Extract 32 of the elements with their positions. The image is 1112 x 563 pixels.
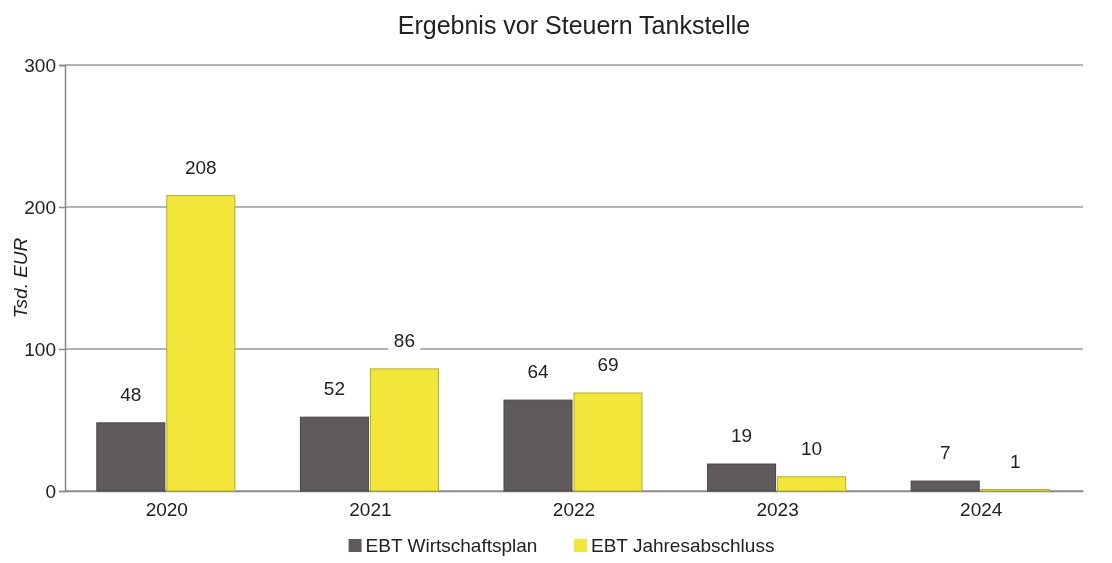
x-tick-label: 2021 [349, 499, 392, 521]
data-label: 86 [393, 329, 415, 351]
data-label: 7 [939, 442, 951, 464]
y-tick-label: 0 [45, 480, 56, 502]
y-tick-label: 100 [24, 338, 56, 360]
y-tick-label: 300 [24, 54, 56, 76]
bar [910, 480, 980, 492]
legend-label: EBT Wirtschaftsplan [365, 535, 538, 556]
x-tick-label: 2020 [145, 499, 188, 521]
bar [503, 399, 573, 492]
bar [299, 416, 369, 492]
x-tick-label: 2022 [552, 499, 596, 521]
data-label: 64 [527, 361, 549, 383]
chart-title: Ergebnis vor Steuern Tankstelle [397, 11, 751, 39]
data-label: 69 [597, 354, 619, 376]
data-label: 10 [801, 437, 823, 459]
data-label: 48 [120, 383, 142, 405]
legend-label: EBT Jahresabschluss [591, 535, 775, 556]
data-label: 1 [1009, 450, 1021, 472]
bar [777, 476, 847, 492]
bar [96, 422, 166, 492]
y-tick-label: 200 [24, 196, 56, 218]
data-label: 208 [184, 156, 217, 178]
bar [573, 392, 643, 492]
y-axis-title: Tsd. EUR [10, 237, 31, 319]
data-label: 52 [323, 378, 345, 400]
bar [707, 463, 777, 492]
data-label: 19 [731, 425, 753, 447]
x-tick-label: 2024 [960, 499, 1003, 521]
x-tick-label: 2023 [756, 499, 799, 521]
bar [369, 368, 439, 492]
bar [166, 195, 236, 492]
